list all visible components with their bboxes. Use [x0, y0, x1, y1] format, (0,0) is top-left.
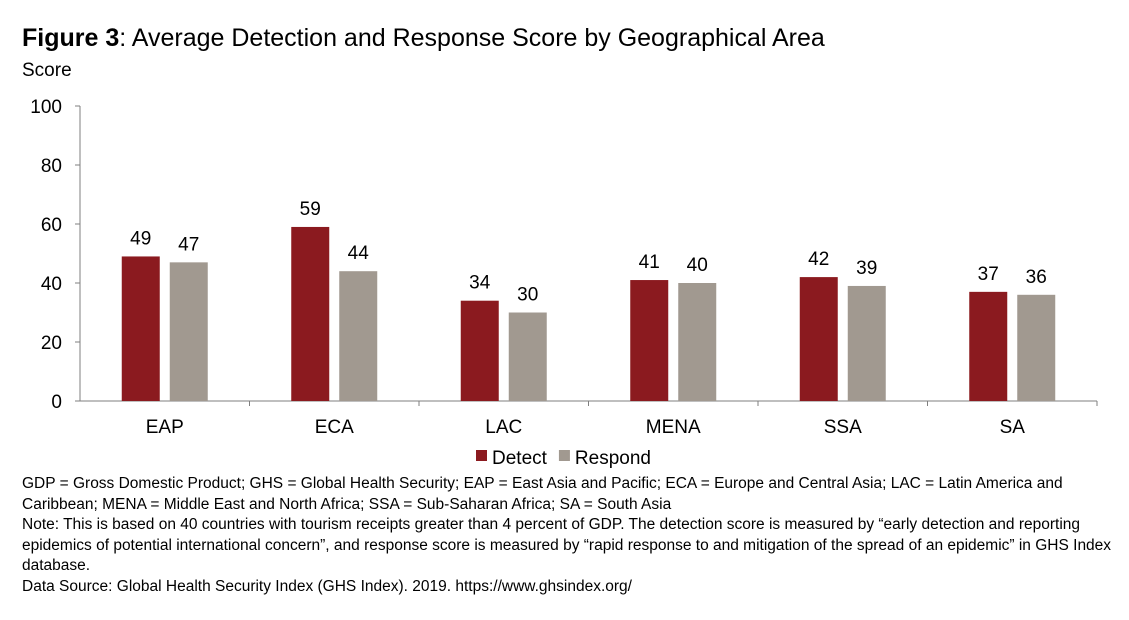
bar-detect-sa	[969, 291, 1008, 401]
data-label: 42	[808, 249, 829, 270]
bar-detect-lac	[460, 300, 499, 401]
bar-respond-eap	[169, 262, 208, 401]
bar-chart: 0 20 40 60 80 100 49 47 EAP 59 44 ECA 34 30 LAC 41 40 MEN…	[30, 97, 1098, 469]
x-tick-label: ECA	[315, 417, 354, 438]
data-label: 39	[856, 258, 877, 279]
data-label: 36	[1026, 267, 1047, 288]
x-tick-label: SA	[1000, 417, 1026, 438]
bar-respond-sa	[1017, 294, 1056, 401]
bar-respond-ssa	[847, 285, 886, 401]
bar-detect-ssa	[799, 277, 838, 401]
bar-detect-mena	[630, 280, 669, 401]
data-label: 47	[178, 234, 199, 255]
y-axis-label: Score	[22, 60, 72, 81]
bar-respond-lac	[508, 312, 547, 401]
chart-title: Figure 3: Average Detection and Response…	[22, 24, 825, 53]
bar-detect-eap	[121, 256, 160, 401]
figure-label: Figure 3	[22, 24, 120, 52]
x-tick-label: LAC	[485, 417, 522, 438]
figure-title: : Average Detection and Response Score b…	[119, 24, 825, 52]
data-label: 30	[517, 285, 538, 306]
bar-detect-eca	[291, 226, 330, 401]
legend-label-detect: Detect	[492, 448, 548, 469]
legend-label-respond: Respond	[575, 448, 651, 469]
data-label: 59	[300, 199, 321, 220]
data-label: 44	[348, 243, 370, 264]
data-label: 34	[469, 273, 491, 294]
y-tick-label: 80	[41, 156, 62, 177]
y-tick-label: 0	[51, 392, 62, 413]
abbreviations-note: GDP = Gross Domestic Product; GHS = Glob…	[22, 475, 1063, 513]
methodology-note: Note: This is based on 40 countries with…	[22, 516, 1112, 574]
data-source-note: Data Source: Global Health Security Inde…	[22, 577, 632, 595]
bar-respond-eca	[339, 271, 378, 401]
x-tick-label: EAP	[146, 417, 184, 438]
data-label: 41	[639, 252, 660, 273]
chart-notes: GDP = Gross Domestic Product; GHS = Glob…	[22, 474, 1112, 597]
y-tick-label: 60	[41, 215, 62, 236]
x-tick-label: SSA	[824, 417, 862, 438]
x-tick-label: MENA	[646, 417, 701, 438]
bar-respond-mena	[678, 283, 717, 401]
y-tick-label: 20	[41, 333, 62, 354]
legend-swatch-respond	[558, 450, 570, 461]
data-label: 40	[687, 255, 708, 276]
y-tick-label: 40	[41, 274, 62, 295]
data-label: 49	[130, 228, 151, 249]
legend-swatch-detect	[476, 450, 487, 461]
y-tick-label: 100	[30, 97, 62, 118]
data-label: 37	[978, 264, 999, 285]
